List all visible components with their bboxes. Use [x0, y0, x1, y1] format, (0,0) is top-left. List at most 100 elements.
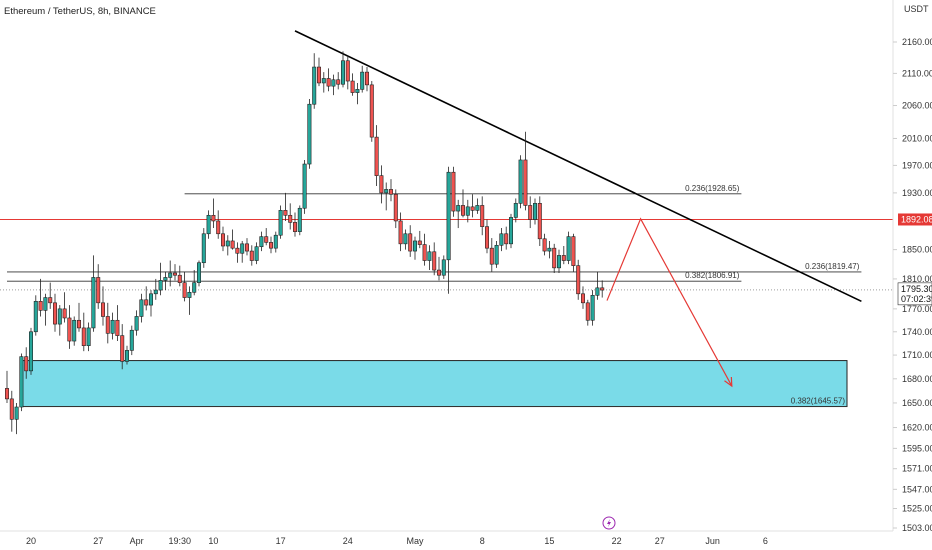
candle [144, 286, 149, 311]
candle-body-down [81, 327, 86, 347]
candle-body-up [518, 159, 523, 204]
candle-body-up [532, 203, 537, 220]
y-tick-label: 2060.00 [902, 101, 932, 111]
candle-body-up [192, 282, 197, 293]
fib-level-label: 0.382(1645.57) [791, 397, 846, 406]
x-tick-label: 10 [208, 536, 218, 546]
candle [321, 72, 326, 93]
candle-body-up [403, 233, 408, 245]
candle [379, 165, 384, 204]
candle-body-up [513, 203, 518, 218]
candle [470, 194, 475, 218]
lightning-icon[interactable] [602, 516, 616, 530]
candle-body-up [499, 233, 504, 246]
candle [297, 205, 302, 236]
candle-body-up [201, 233, 206, 264]
candle [225, 235, 230, 256]
candle-body-up [312, 66, 317, 105]
y-tick-label: 1650.00 [902, 398, 932, 408]
candle [9, 390, 14, 432]
candle [480, 196, 485, 236]
candle-body-down [542, 238, 547, 252]
trendline[interactable] [294, 30, 862, 303]
x-tick-label: 8 [480, 536, 485, 546]
candle [561, 246, 566, 265]
candle [197, 260, 202, 287]
projection-path[interactable] [606, 217, 733, 387]
candle [537, 196, 542, 247]
candle-body-down [417, 240, 422, 245]
candle [576, 259, 581, 300]
candle-body-up [494, 244, 499, 265]
candle [28, 327, 33, 375]
x-tick-label: 27 [93, 536, 103, 546]
candle-body-down [115, 319, 120, 336]
candle-body-up [566, 236, 571, 261]
candle [585, 299, 590, 326]
candle [345, 55, 350, 90]
candle [211, 198, 216, 229]
candle-body-down [326, 78, 331, 87]
candle-body-up [153, 289, 158, 295]
candle-body-up [302, 163, 307, 209]
candle [484, 219, 489, 254]
candle-body-down [292, 222, 297, 232]
candle-body-down [336, 79, 341, 85]
candle-body-down [489, 247, 494, 265]
time-axis[interactable]: 20 27 Apr 19:30 10 17 24 May 8 15 22 27 Jun 6 [26, 536, 768, 546]
candle [43, 293, 48, 326]
demand-zone[interactable] [20, 360, 848, 408]
candle [52, 293, 57, 332]
drawing-overlays[interactable]: 0.236(1928.65) 0.236(1819.47) 0.382(1806.9… [0, 30, 893, 408]
candle-body-up [139, 299, 144, 317]
candle-body-down [177, 274, 182, 283]
candle [302, 159, 307, 214]
candle-body-up [163, 277, 168, 281]
candle [489, 238, 494, 272]
candle-body-up [446, 171, 451, 261]
candle [129, 325, 134, 356]
x-tick-label: 27 [655, 536, 665, 546]
candle-body-up [340, 60, 345, 85]
candle [465, 199, 470, 223]
candle-body-up [427, 251, 432, 261]
candle-body-down [38, 301, 43, 311]
candle-body-up [595, 287, 600, 296]
candle [48, 282, 53, 309]
candle [355, 82, 360, 105]
candle [364, 67, 369, 92]
candle [566, 231, 571, 265]
y-tick-label: 1595.00 [902, 443, 932, 453]
candle [125, 345, 130, 365]
candle-body-up [206, 214, 211, 235]
countdown-text: 07:02:39 [901, 294, 932, 304]
candle [206, 210, 211, 239]
candle [240, 240, 245, 263]
projection-arrowhead [724, 376, 733, 388]
candle-body-up [43, 297, 48, 311]
candle-body-down [374, 136, 379, 176]
candle [110, 312, 115, 340]
candle-body-down [523, 159, 528, 206]
candle [475, 198, 480, 214]
candle-body-up [134, 316, 139, 331]
candle-body-down [398, 220, 403, 245]
price-axis[interactable]: 2160.00 2110.00 2060.00 2010.00 1970.00 1930.… [893, 37, 932, 533]
candle-body-down [144, 299, 149, 306]
candle [273, 231, 278, 253]
candle-body-up [129, 329, 134, 351]
fib-level-label: 0.236(1928.65) [685, 184, 740, 193]
candle [81, 312, 86, 352]
candle-body-down [369, 84, 374, 138]
candle [393, 189, 398, 229]
candle [192, 270, 197, 296]
candle [62, 292, 67, 323]
candle-body-up [590, 295, 595, 321]
candle [518, 155, 523, 209]
candle-body-up [19, 356, 24, 408]
candle [513, 198, 518, 223]
x-tick-label: Jun [705, 536, 720, 546]
candle-body-down [316, 66, 321, 84]
candle-body-down [182, 282, 187, 298]
